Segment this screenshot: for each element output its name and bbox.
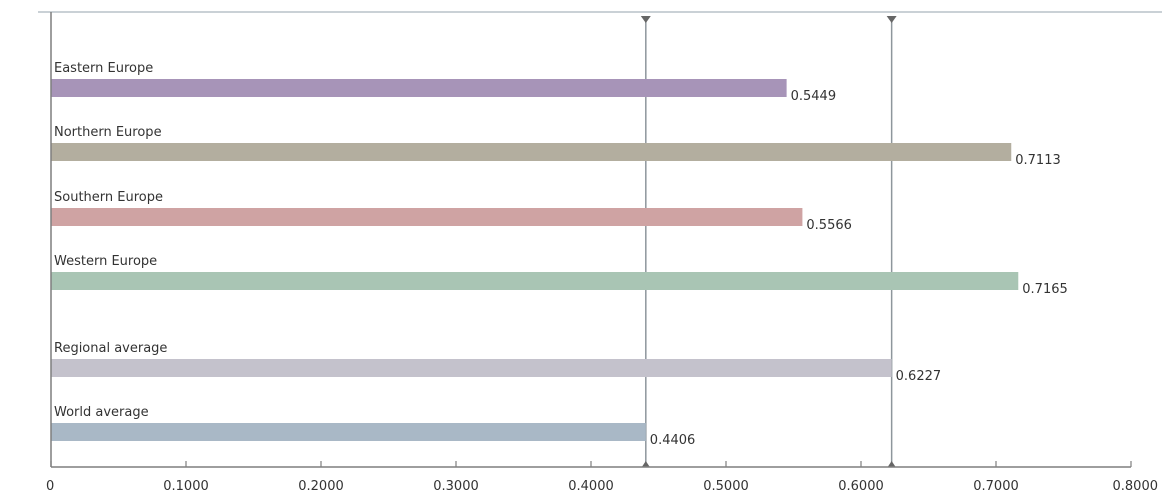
reference-marker-top-0 (640, 16, 651, 23)
x-tick-label-8: 0.8000 (1113, 479, 1159, 494)
value-label-1: 0.7113 (1015, 153, 1061, 168)
reference-marker-top-1 (886, 16, 897, 23)
x-tick-label-3: 0.3000 (433, 479, 479, 494)
category-label-2: Southern Europe (54, 190, 163, 205)
category-label-4: Regional average (54, 341, 167, 356)
value-label-5: 0.4406 (650, 433, 696, 448)
value-label-3: 0.7165 (1022, 282, 1068, 297)
x-tick-label-5: 0.5000 (703, 479, 749, 494)
reference-marker-bottom-1 (887, 461, 896, 467)
bar-1 (51, 143, 1012, 161)
bar-3 (51, 272, 1019, 290)
category-label-0: Eastern Europe (54, 61, 153, 76)
category-label-5: World average (54, 405, 149, 420)
bar-0 (51, 79, 787, 97)
x-tick-label-4: 0.4000 (568, 479, 614, 494)
value-label-4: 0.6227 (896, 369, 942, 384)
bar-5 (51, 423, 646, 441)
value-label-2: 0.5566 (806, 218, 852, 233)
category-label-1: Northern Europe (54, 125, 162, 140)
value-label-0: 0.5449 (791, 89, 837, 104)
x-tick-label-6: 0.6000 (838, 479, 884, 494)
x-tick-label-1: 0.1000 (163, 479, 209, 494)
bar-2 (51, 208, 803, 226)
bar-4 (51, 359, 892, 377)
x-tick-label-7: 0.7000 (973, 479, 1019, 494)
x-tick-label-0: 0 (46, 479, 54, 494)
reference-marker-bottom-0 (641, 461, 650, 467)
category-label-3: Western Europe (54, 254, 157, 269)
x-tick-label-2: 0.2000 (298, 479, 344, 494)
